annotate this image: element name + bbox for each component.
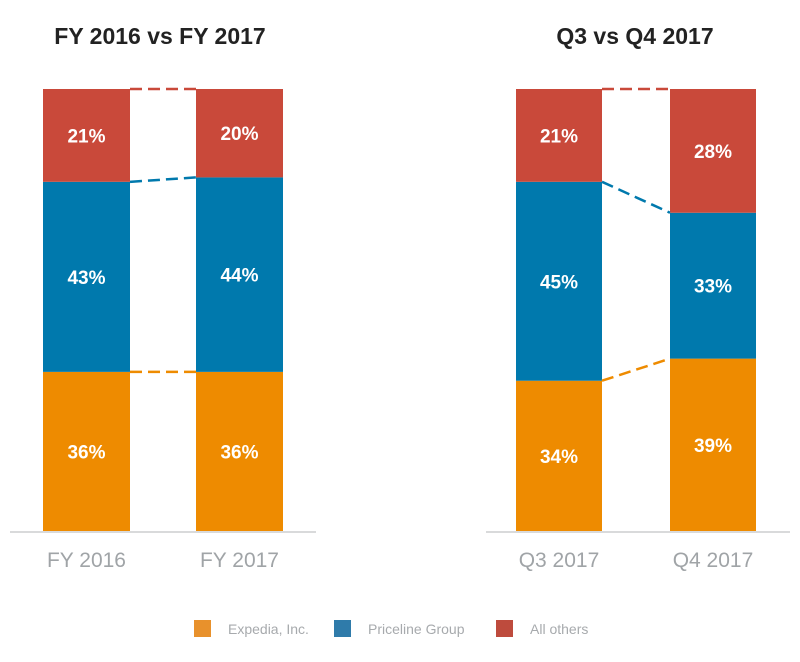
- chart-title: FY 2016 vs FY 2017: [54, 23, 265, 49]
- legend-label: All others: [530, 621, 588, 637]
- legend-label: Priceline Group: [368, 621, 465, 637]
- bar-segment: [516, 89, 602, 182]
- connector-line: [601, 357, 671, 382]
- bar-segment: [516, 380, 602, 531]
- x-tick-label: FY 2016: [47, 549, 126, 572]
- bar-segment: [43, 371, 130, 531]
- connector-line: [129, 176, 197, 184]
- x-tick-label: Q4 2017: [673, 549, 754, 572]
- bar-segment: [196, 371, 283, 531]
- connector-line: [601, 180, 671, 214]
- data-label: 44%: [220, 266, 258, 287]
- data-label: 34%: [540, 447, 578, 468]
- legend-swatch: [334, 620, 351, 637]
- x-tick-label: FY 2017: [200, 549, 279, 572]
- bar-segment: [516, 181, 602, 381]
- data-label: 36%: [67, 442, 105, 463]
- data-label: 36%: [220, 442, 258, 463]
- data-label: 33%: [694, 277, 732, 298]
- bar-segment: [43, 89, 130, 182]
- data-label: 21%: [67, 126, 105, 147]
- data-label: 45%: [540, 272, 578, 293]
- bar-segment: [196, 89, 283, 178]
- bar-segment: [670, 89, 756, 213]
- data-label: 39%: [694, 436, 732, 457]
- bar-segment: [43, 181, 130, 372]
- bar-segment: [196, 177, 283, 372]
- bar-segment: [670, 212, 756, 359]
- x-tick-label: Q3 2017: [519, 549, 600, 572]
- legend-swatch: [496, 620, 513, 637]
- data-label: 28%: [694, 142, 732, 163]
- legend-label: Expedia, Inc.: [228, 621, 309, 637]
- chart-title: Q3 vs Q4 2017: [556, 23, 713, 49]
- bar-segment: [670, 358, 756, 531]
- legend-swatch: [194, 620, 211, 637]
- data-label: 43%: [67, 268, 105, 289]
- data-label: 20%: [220, 124, 258, 145]
- data-label: 21%: [540, 126, 578, 147]
